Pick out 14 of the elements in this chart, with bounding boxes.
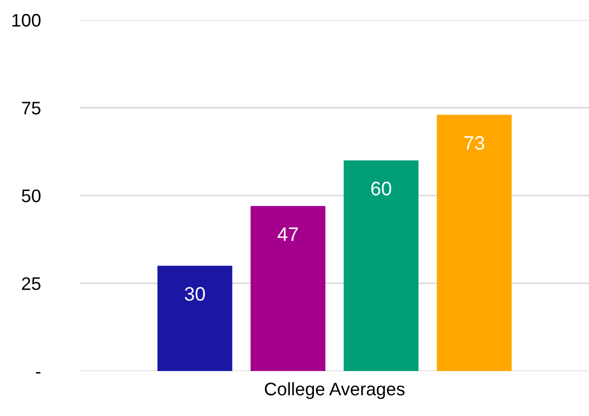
bar — [436, 114, 512, 372]
y-tick-label: - — [36, 372, 40, 374]
data-label: 47 — [278, 228, 298, 241]
data-label: 60 — [371, 182, 392, 196]
x-tick-label: College Averages — [264, 382, 405, 400]
bar — [250, 206, 326, 372]
bar — [157, 266, 232, 372]
bar — [344, 160, 419, 372]
data-label: 73 — [464, 136, 484, 150]
y-tick-label: 100 — [12, 14, 41, 27]
y-tick-label: 50 — [22, 189, 41, 202]
y-tick-label: 25 — [22, 277, 40, 290]
y-tick-label: 75 — [22, 102, 40, 114]
data-label: 30 — [184, 287, 205, 301]
